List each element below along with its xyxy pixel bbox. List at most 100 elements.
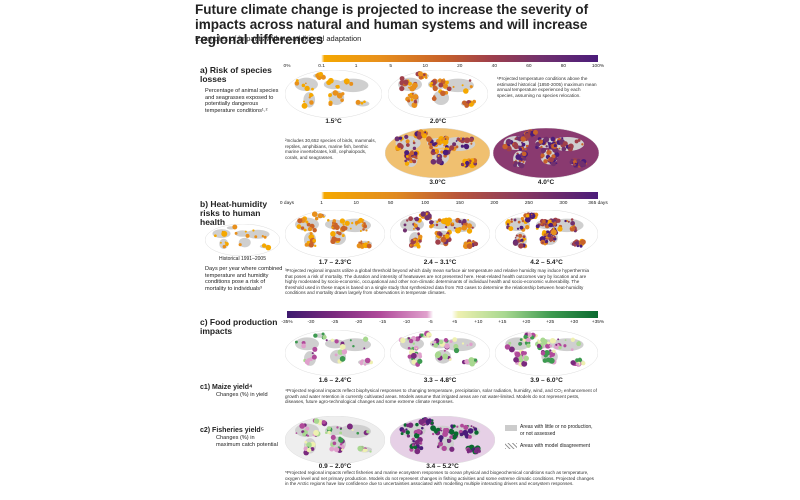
- map-shape: [431, 432, 435, 436]
- map-shape: [367, 240, 370, 244]
- map-shape: [332, 90, 339, 96]
- map-shape: [540, 337, 546, 343]
- map-shape: [513, 356, 519, 363]
- map-shape: [369, 450, 372, 453]
- map-shape: [363, 347, 366, 350]
- map-shape: [321, 420, 326, 425]
- scale-label: +35%: [591, 320, 605, 325]
- map-shape: [409, 157, 413, 161]
- map-shape: [464, 359, 470, 365]
- footnote: ³Projected regional impacts utilize a gl…: [285, 268, 590, 296]
- map-shape: [461, 225, 468, 231]
- scale-label: 60: [526, 64, 532, 69]
- map-shape: [411, 92, 414, 95]
- map-shape: [299, 423, 305, 429]
- map-shape: [405, 428, 408, 431]
- map-shape: [515, 159, 517, 162]
- map-shape: [341, 234, 345, 238]
- map-shape: [449, 435, 453, 439]
- map-shape: [468, 159, 472, 163]
- map-shape: [469, 449, 473, 453]
- map-shape: [541, 241, 544, 244]
- map-shape: [330, 338, 335, 342]
- map-shape: [547, 141, 550, 144]
- map-shape: [470, 425, 473, 427]
- map-shape: [513, 218, 517, 222]
- map-shape: [325, 339, 328, 342]
- map-shape: [411, 244, 414, 247]
- map-shape: [341, 348, 348, 355]
- map-shape: [451, 222, 454, 225]
- map-shape: [410, 98, 414, 102]
- map-shape: [429, 84, 433, 88]
- map-shape: [445, 80, 449, 85]
- map: [285, 210, 385, 258]
- map-shape: [502, 143, 508, 150]
- map-shape: [521, 219, 525, 223]
- map-shape: [568, 146, 571, 149]
- map-shape: [413, 99, 418, 104]
- map-shape: [328, 101, 333, 106]
- map-shape: [447, 438, 452, 443]
- map-shape: [414, 216, 420, 222]
- map-shape: [434, 149, 438, 153]
- scale-label: 0 days: [279, 201, 295, 206]
- map-shape: [526, 343, 531, 348]
- map-shape: [553, 235, 556, 239]
- map-shape: [424, 131, 427, 133]
- map-shape: [311, 94, 314, 97]
- map-shape: [404, 134, 409, 139]
- scale-label: 1: [320, 201, 323, 206]
- map-shape: [221, 230, 228, 237]
- map-shape: [330, 434, 336, 440]
- map-shape: [563, 344, 567, 348]
- legend-swatch: [505, 425, 517, 431]
- map-shape: [352, 344, 355, 348]
- map-shape: [311, 87, 314, 91]
- map-shape: [418, 355, 421, 358]
- map-shape: [542, 142, 545, 145]
- map-shape: [265, 244, 272, 251]
- map-shape: [516, 154, 521, 159]
- scale-label: 250: [524, 201, 533, 206]
- map-shape: [567, 220, 570, 223]
- map-shape: [528, 333, 532, 338]
- map-shape: [469, 102, 474, 107]
- map-shape: [301, 102, 308, 109]
- map-shape: [411, 359, 417, 365]
- map-shape: [471, 226, 474, 229]
- map-shape: [548, 222, 553, 227]
- map-shape: [461, 137, 465, 141]
- map-shape: [437, 154, 440, 157]
- map-shape: [530, 213, 533, 216]
- map-shape: [407, 93, 411, 97]
- scale-label: 5: [389, 64, 392, 69]
- map-shape: [308, 96, 311, 99]
- map-shape: [547, 150, 552, 155]
- map-shape: [334, 339, 339, 344]
- map-shape: [451, 434, 457, 440]
- map-shape: [405, 139, 410, 144]
- map-shape: [360, 101, 364, 105]
- map-shape: [360, 240, 363, 243]
- map-shape: [518, 233, 523, 238]
- scale-label: -20: [355, 320, 363, 325]
- map-shape: [523, 334, 528, 339]
- map-shape: [308, 242, 314, 248]
- map-shape: [400, 139, 403, 142]
- map-shape: [439, 427, 442, 430]
- map-shape: [472, 239, 475, 243]
- map-shape: [444, 218, 476, 233]
- map-shape: [540, 145, 543, 149]
- scale-label: -25: [331, 320, 339, 325]
- map-shape: [422, 134, 427, 139]
- map-shape: [430, 81, 434, 85]
- map-shape: [405, 143, 410, 147]
- scale-label: 100%: [591, 64, 605, 69]
- map-shape: [429, 145, 433, 150]
- map-shape: [413, 432, 420, 439]
- map-shape: [349, 339, 352, 342]
- map-shape: [469, 85, 473, 89]
- map-shape: [519, 338, 523, 342]
- map-shape: [466, 223, 473, 229]
